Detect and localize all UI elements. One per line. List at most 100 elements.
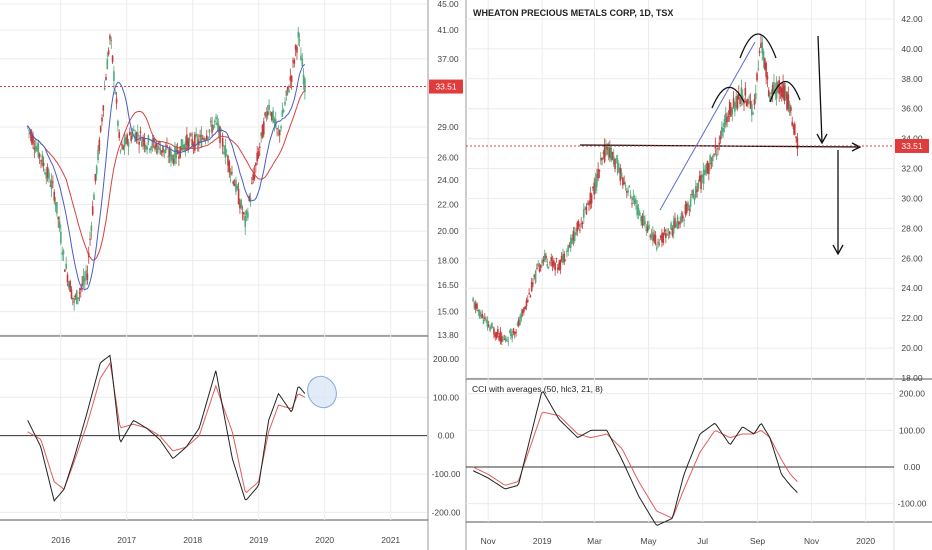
right-candle-body <box>765 62 767 78</box>
right-candle-body <box>774 89 777 95</box>
right-candle-body <box>671 227 674 236</box>
left-candle-body <box>105 77 107 81</box>
right-candle-body <box>573 232 576 241</box>
right-candle-body <box>545 255 547 259</box>
left-candle-body <box>152 138 155 142</box>
right-candle-body <box>783 85 786 101</box>
right-candle-body <box>754 93 757 100</box>
left-price-tick-label: 41.00 <box>437 25 459 35</box>
right-candle-body <box>515 331 517 333</box>
right-candle-body <box>502 337 504 339</box>
left-cci-tick-label: 0.00 <box>438 431 455 441</box>
left-shoulder-arc <box>711 86 745 109</box>
left-candle-body <box>49 185 52 187</box>
right-candle-body <box>644 221 646 225</box>
left-candle-body <box>200 134 203 148</box>
right-candle-body <box>533 274 536 278</box>
left-candle-body <box>37 143 40 157</box>
target-arrow-bottom-head <box>832 244 844 256</box>
right-price-tick-label: 32.00 <box>901 164 923 174</box>
left-candle-body <box>273 118 276 124</box>
right-candle-body <box>474 303 477 309</box>
right-candle-body <box>708 163 710 175</box>
left-candle-body <box>53 191 56 201</box>
left-candle-body <box>247 212 249 218</box>
right-candle-body <box>508 331 511 333</box>
left-candle-body <box>99 126 102 132</box>
right-candle-body <box>702 169 705 184</box>
right-candle-body <box>493 328 495 335</box>
right-candle-body <box>775 82 778 99</box>
left-candle-body <box>29 131 32 135</box>
right-candle-body <box>640 216 642 222</box>
left-candle-body <box>262 121 265 135</box>
left-candle-body <box>164 148 167 153</box>
left-candle-body <box>207 137 209 139</box>
left-candle-body <box>233 184 236 187</box>
right-candle-body <box>538 268 541 272</box>
right-candle-body <box>542 259 545 262</box>
right-candle-body <box>610 147 612 160</box>
left-candle-body <box>74 295 77 297</box>
right-candle-body <box>762 51 765 60</box>
left-cci-tick-label: -200.00 <box>432 507 461 517</box>
right-candle-body <box>747 98 749 104</box>
right-candle-body <box>589 192 592 205</box>
left-candle-body <box>107 50 110 55</box>
right-candle-body <box>679 222 681 224</box>
right-candle-body <box>788 103 791 113</box>
left-last-price-tag <box>429 79 463 94</box>
left-cci-tick-label: 100.00 <box>433 392 459 402</box>
right-candle-body <box>524 306 526 310</box>
right-candle-body <box>700 174 702 190</box>
right-candle-body <box>485 319 487 321</box>
right-candle-body <box>571 238 573 244</box>
right-candle-body <box>550 257 553 261</box>
right-candle-body <box>705 164 708 174</box>
right-candle-body <box>580 223 582 225</box>
right-candle-body <box>489 327 491 331</box>
right-candle-body <box>739 99 741 104</box>
right-candle-body <box>635 199 637 205</box>
right-candle-body <box>491 327 494 329</box>
left-candle-body <box>68 282 70 288</box>
left-candle-body <box>89 238 91 240</box>
left-candle-body <box>236 185 239 190</box>
left-candle-body <box>270 111 273 121</box>
right-candle-body <box>645 228 648 232</box>
left-candle-body <box>290 75 293 83</box>
left-candle-body <box>61 252 64 255</box>
left-candle-body <box>184 141 187 151</box>
right-candle-body <box>510 328 512 337</box>
right-candle-body <box>629 195 632 199</box>
left-candle-body <box>196 138 199 145</box>
right-candle-body <box>581 223 584 225</box>
left-price-tick-label: 18.00 <box>437 256 459 266</box>
right-candle-body <box>734 102 736 112</box>
right-candle-body <box>499 331 502 341</box>
left-candle-body <box>38 153 41 158</box>
right-candle-body <box>713 154 715 156</box>
right-candle-body <box>718 142 721 145</box>
right-candle-body <box>680 212 683 223</box>
left-candle-body <box>130 135 132 141</box>
left-candle-body <box>208 129 211 133</box>
left-candle-body <box>235 179 237 192</box>
left-candle-body <box>252 174 254 181</box>
left-candle-body <box>77 297 79 300</box>
right-candle-body <box>519 317 521 325</box>
left-candle-body <box>191 139 193 146</box>
right-candle-body <box>503 339 506 341</box>
left-price-tick-label: 20.00 <box>437 226 459 236</box>
left-candle-body <box>109 35 111 40</box>
left-candle-body <box>256 152 258 162</box>
right-candle-body <box>724 113 727 126</box>
left-candle-body <box>237 189 240 205</box>
right-candle-body <box>478 309 481 318</box>
right-candle-body <box>588 201 590 206</box>
left-candle-body <box>57 216 60 220</box>
right-candle-body <box>653 234 655 242</box>
left-candle-body <box>203 138 205 141</box>
left-candle-body <box>195 133 197 137</box>
right-candle-body <box>497 329 499 335</box>
